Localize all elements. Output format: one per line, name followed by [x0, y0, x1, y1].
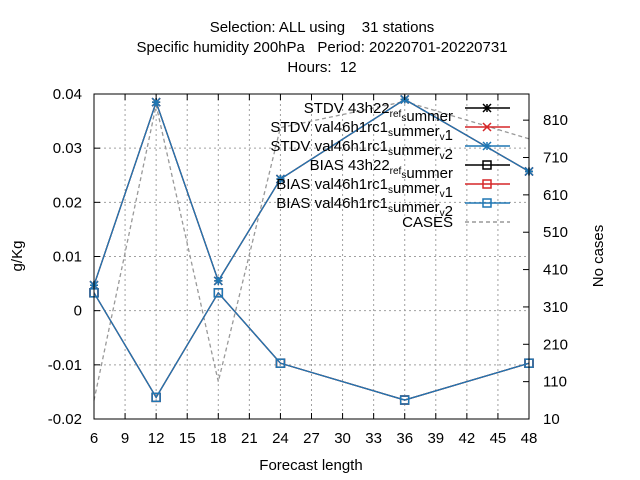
y-tick-label: 0	[74, 303, 82, 320]
data-point	[482, 141, 492, 151]
x-axis: 6 9 12 15 18 21 24 27 30 33 36 39 42 45 48	[90, 94, 538, 447]
legend-entry: STDV val46h1rc1summerv1	[270, 119, 510, 144]
x-tick-label: 39	[427, 430, 444, 447]
y2-tick-label: 810	[543, 112, 568, 129]
y2-tick-label: 510	[543, 224, 568, 241]
data-point	[482, 160, 492, 170]
legend-entry: BIAS val46h1rc1summerv2	[276, 195, 510, 220]
series-line	[93, 100, 530, 401]
legend-entry: BIAS 43h22refsummer	[310, 157, 510, 182]
legend-label: BIAS val46h1rc1summerv1	[276, 176, 453, 201]
data-point	[213, 276, 223, 286]
grid	[94, 94, 529, 419]
y-tick-label: 0.03	[53, 140, 82, 157]
y2-tick-label: 310	[543, 299, 568, 316]
y-axis: 0.04 0.03 0.02 0.01 0 -0.01 -0.02	[48, 86, 100, 428]
y2-tick-label: 710	[543, 150, 568, 167]
legend-label: STDV 43h22refsummer	[304, 100, 453, 125]
x-tick-label: 6	[90, 430, 98, 447]
legend-label: STDV val46h1rc1summerv2	[270, 138, 453, 163]
y2-axis-label: No cases	[590, 225, 607, 288]
data-point	[482, 103, 492, 113]
series-line	[93, 98, 530, 286]
x-tick-label: 12	[148, 430, 165, 447]
x-tick-label: 33	[365, 430, 382, 447]
legend-entry: STDV 43h22refsummer	[304, 100, 510, 125]
data-point	[275, 358, 286, 368]
x-tick-label: 21	[241, 430, 258, 447]
y2-tick-label: 410	[543, 262, 568, 279]
legend-label: BIAS val46h1rc1summerv2	[276, 195, 453, 220]
x-tick-label: 15	[179, 430, 196, 447]
x-tick-label: 48	[521, 430, 538, 447]
chart-title-line: Specific humidity 200hPa Period: 2022070…	[136, 39, 507, 56]
y-tick-label: 0.02	[53, 194, 82, 211]
legend-entry: BIAS val46h1rc1summerv1	[276, 176, 510, 201]
y2-tick-label: 110	[543, 374, 567, 391]
y-axis-label: g/Kg	[9, 241, 26, 272]
x-tick-label: 45	[490, 430, 507, 447]
data-point	[482, 198, 492, 208]
chart-title: Selection: ALL using 31 stations Specific…	[136, 19, 507, 76]
legend-label: CASES	[402, 214, 453, 231]
chart-title-line: Hours: 12	[287, 59, 356, 76]
x-tick-label: 18	[210, 430, 227, 447]
x-axis-label: Forecast length	[259, 457, 362, 474]
plot-area	[89, 94, 534, 405]
x-tick-label: 9	[121, 430, 129, 447]
data-point-stroke	[482, 122, 492, 132]
data-point	[213, 288, 224, 298]
x-tick-label: 42	[459, 430, 476, 447]
y2-tick-label: 10	[543, 411, 560, 428]
data-point	[275, 174, 285, 184]
series-line	[93, 291, 530, 401]
series-line	[93, 291, 530, 401]
y-tick-label: -0.02	[48, 411, 82, 428]
x-tick-label: 24	[272, 430, 289, 447]
legend-label: BIAS 43h22refsummer	[310, 157, 453, 182]
chart-title-line: Selection: ALL using 31 stations	[210, 19, 435, 36]
y2-tick-label: 610	[543, 187, 568, 204]
data-point	[482, 179, 492, 189]
data-point	[482, 122, 492, 132]
x-tick-label: 30	[334, 430, 351, 447]
y2-tick-label: 210	[543, 336, 568, 353]
y-tick-label: 0.04	[53, 86, 82, 103]
x-tick-label: 36	[396, 430, 413, 447]
x-tick-label: 27	[303, 430, 320, 447]
y2-axis: 810 710 610 510 410 310 210 110 10	[523, 112, 568, 428]
series-line	[93, 291, 530, 401]
legend-label: STDV val46h1rc1summerv1	[270, 119, 453, 144]
y-tick-label: -0.01	[48, 357, 82, 374]
legend-entry: CASES	[402, 214, 510, 231]
data-point	[151, 392, 161, 403]
y-tick-label: 0.01	[53, 249, 82, 266]
legend-entry: STDV val46h1rc1summerv2	[270, 138, 510, 163]
data-point	[399, 395, 410, 405]
